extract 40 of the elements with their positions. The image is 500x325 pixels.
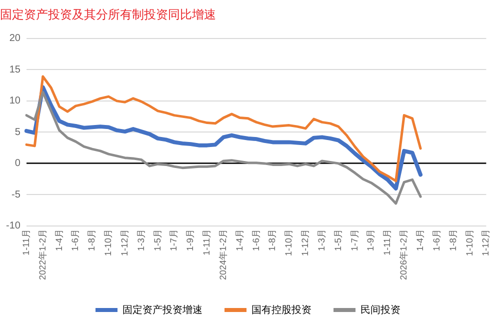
x-tick-label: 1-8月 bbox=[448, 228, 458, 251]
y-tick-label: 5 bbox=[14, 126, 21, 138]
x-tick-label: 1-6月 bbox=[431, 228, 442, 251]
x-tick-label: 1-6月 bbox=[70, 228, 80, 251]
x-tick-label: 1-9月 bbox=[366, 228, 376, 251]
x-tick-label: 1-3月 bbox=[136, 228, 146, 251]
chart-title: 固定资产投资及其分所有制投资同比增速 bbox=[0, 8, 216, 22]
x-tick-label: 1-3月 bbox=[316, 228, 326, 251]
y-tick-label: 20 bbox=[9, 33, 21, 44]
x-tick-label: 1-6月 bbox=[250, 228, 261, 251]
x-tick-label: 1-12月 bbox=[480, 228, 491, 256]
x-tick-label: 1-4月 bbox=[234, 228, 244, 251]
legend-label: 国有控股投资 bbox=[252, 304, 312, 316]
x-tick-label: 1-9月 bbox=[185, 228, 196, 251]
x-tick-label: 2026年1-2月 bbox=[398, 228, 409, 280]
x-tick-label: 2022年1-2月 bbox=[37, 228, 48, 280]
y-tick-label: 15 bbox=[9, 64, 21, 76]
legend-label: 固定资产投资增速 bbox=[122, 304, 202, 316]
legend-label: 民间投资 bbox=[360, 304, 400, 316]
y-tick-label: 0 bbox=[14, 158, 21, 170]
x-tick-label: 1-7月 bbox=[349, 228, 360, 251]
x-tick-label: 1-8月 bbox=[86, 228, 97, 251]
x-tick-label: 1-11月 bbox=[382, 228, 392, 256]
y-tick-label: -5 bbox=[12, 189, 21, 200]
x-tick-label: 1-12月 bbox=[300, 228, 310, 256]
x-tick-label: 1-5月 bbox=[332, 228, 343, 251]
x-tick-label: 1-4月 bbox=[54, 228, 64, 251]
x-tick-label: 1-10月 bbox=[284, 228, 294, 256]
x-tick-label: 2024年1-2月 bbox=[218, 228, 228, 280]
y-tick-label: 10 bbox=[9, 96, 21, 107]
x-tick-label: 1-10月 bbox=[103, 228, 114, 256]
x-tick-label: 1-12月 bbox=[119, 228, 130, 256]
x-tick-label: 1-8月 bbox=[267, 228, 278, 251]
x-tick-label: 1-11月 bbox=[202, 228, 212, 256]
x-tick-label: 1-10月 bbox=[464, 228, 474, 256]
y-tick-label: -10 bbox=[6, 220, 21, 232]
x-tick-label: 1-4月 bbox=[415, 228, 426, 251]
x-tick-label: 1-11月 bbox=[20, 228, 31, 256]
x-tick-label: 1-7月 bbox=[168, 228, 179, 251]
x-tick-label: 1-5月 bbox=[152, 228, 162, 251]
